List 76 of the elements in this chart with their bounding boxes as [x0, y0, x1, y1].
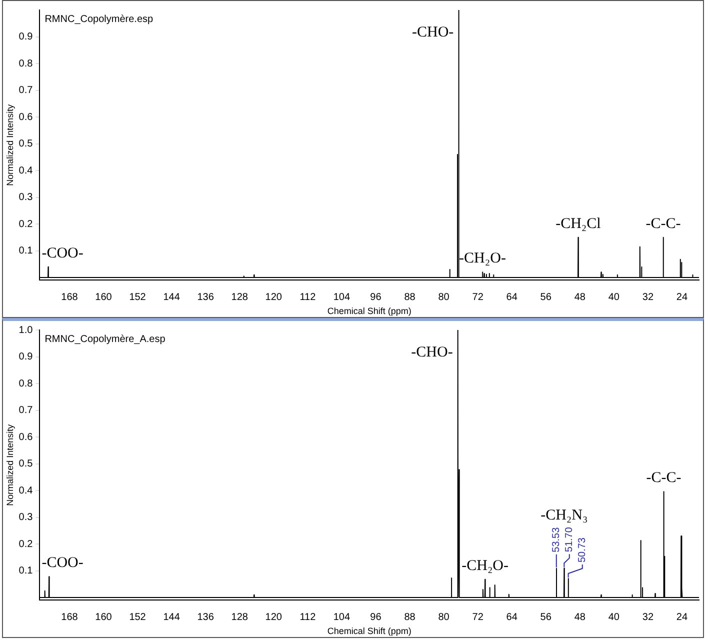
x-tick-label: 128 — [231, 612, 248, 623]
annotation: 50.73 — [577, 537, 588, 563]
x-tick-label: 64 — [506, 292, 518, 303]
annotation: -CH₂O- — [462, 558, 508, 574]
x-tick-label: 80 — [438, 292, 450, 303]
x-tick-label: 96 — [370, 292, 382, 303]
x-tick-label: 32 — [642, 292, 654, 303]
annotation: RMNC_Copolymère_A.esp — [44, 334, 166, 345]
y-tick-label: 0.9 — [18, 352, 34, 362]
y-tick-label: 0.5 — [18, 138, 34, 150]
x-tick-label: 72 — [472, 612, 484, 623]
x-tick-label: 48 — [574, 612, 586, 623]
y-tick-label: 0.9 — [18, 32, 34, 42]
x-tick-label: 112 — [300, 612, 316, 623]
annotation: -CHO- — [412, 24, 454, 40]
annotation: -C-C- — [646, 470, 682, 486]
x-tick-label: 136 — [197, 292, 214, 303]
x-tick-label: 24 — [676, 612, 688, 623]
x-tick-label: 56 — [540, 292, 552, 303]
x-tick-label: 40 — [608, 292, 620, 303]
x-tick-label: 160 — [95, 292, 112, 303]
x-tick-label: 72 — [472, 292, 484, 303]
y-axis-title: Normalized Intensity — [4, 104, 15, 186]
y-tick-label: 0.6 — [18, 432, 34, 443]
x-tick-label: 104 — [333, 612, 350, 623]
x-tick-label: 152 — [129, 612, 146, 623]
x-tick-label: 120 — [265, 292, 282, 303]
y-tick-label: 0.5 — [18, 458, 34, 470]
annotation: -C-C- — [646, 216, 681, 232]
y-tick-label: 0.4 — [18, 165, 34, 176]
x-tick-label: 64 — [506, 612, 518, 623]
x-tick-label: 88 — [404, 612, 416, 623]
x-tick-label: 160 — [95, 612, 112, 623]
annotation: 51.70 — [564, 526, 576, 552]
annotation: -CH₂N₃ — [540, 508, 588, 524]
y-tick-label: 0.8 — [18, 58, 34, 70]
y-axis-title: Normalized Intensity — [4, 424, 15, 506]
x-tick-label: 144 — [163, 292, 180, 303]
x-tick-label: 96 — [370, 612, 382, 623]
y-tick-label: 0.8 — [18, 378, 34, 390]
x-tick-label: 24 — [676, 292, 688, 303]
y-tick-label: 0.7 — [18, 85, 34, 96]
annotation: -CH₂O- — [459, 250, 506, 267]
x-tick-label: 32 — [642, 612, 654, 623]
x-tick-label: 48 — [574, 292, 586, 303]
x-tick-label: 80 — [438, 612, 450, 623]
annotation: 53.53 — [551, 526, 562, 552]
x-tick-label: 112 — [300, 292, 316, 303]
x-axis-title: Chemical Shift (ppm) — [327, 306, 412, 316]
y-tick-label: 0.2 — [18, 538, 34, 550]
annotation: RMNC_Copolymère.esp — [44, 14, 154, 25]
y-tick-label: 1.0 — [18, 324, 34, 336]
y-tick-label: 0.3 — [18, 192, 34, 204]
x-tick-label: 128 — [231, 292, 248, 303]
x-tick-label: 88 — [404, 292, 416, 303]
y-tick-label: 0.4 — [18, 485, 34, 496]
x-tick-label: 136 — [197, 612, 214, 623]
x-tick-label: 168 — [61, 612, 78, 623]
y-tick-label: 0.1 — [18, 246, 34, 257]
x-tick-label: 168 — [61, 292, 78, 303]
y-tick-label: 0.3 — [18, 512, 34, 524]
annotation: -CHO- — [411, 344, 453, 360]
x-tick-label: 40 — [608, 612, 620, 623]
y-tick-label: 0.7 — [18, 405, 34, 416]
annotation: -COO- — [42, 555, 84, 572]
x-tick-label: 104 — [333, 292, 350, 303]
x-tick-label: 56 — [540, 612, 552, 623]
annotation: -COO- — [42, 245, 84, 262]
x-tick-label: 152 — [129, 292, 146, 303]
annotation: -CH₂Cl — [556, 216, 601, 232]
y-tick-label: 0.1 — [18, 566, 34, 577]
x-tick-label: 144 — [163, 612, 180, 623]
y-tick-label: 0.2 — [18, 218, 34, 230]
x-axis-title: Chemical Shift (ppm) — [327, 626, 412, 636]
y-tick-label: 0.6 — [18, 112, 34, 123]
x-tick-label: 120 — [265, 612, 282, 623]
